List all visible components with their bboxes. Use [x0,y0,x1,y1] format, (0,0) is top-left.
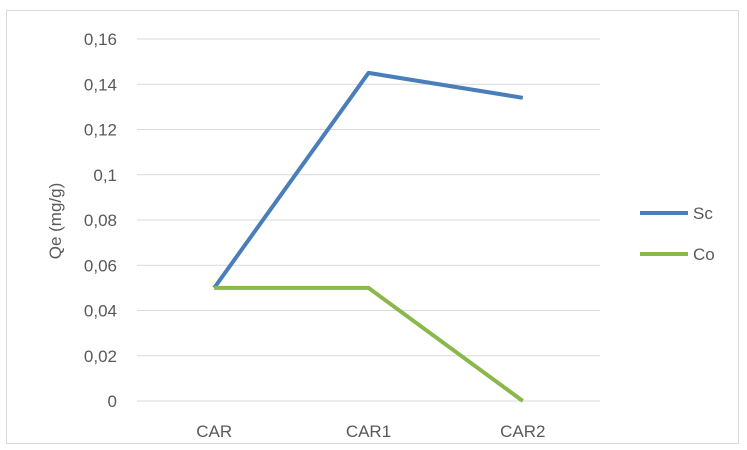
y-tick-label: 0,02 [84,347,117,366]
x-tick-label: CAR [196,422,232,441]
x-tick-label: CAR2 [500,422,545,441]
y-tick-label: 0,14 [84,75,117,94]
series-line-sc [212,70,524,290]
series-lines [212,70,524,403]
y-tick-label: 0,06 [84,256,117,275]
series-line-co [214,285,524,403]
y-tick-label: 0,08 [84,211,117,230]
y-tick-label: 0,12 [84,121,117,140]
y-tick-label: 0,04 [84,302,117,321]
x-axis-ticks: CAR CAR1 CAR2 [196,422,545,441]
x-tick-label: CAR1 [346,422,391,441]
chart-frame [6,10,739,444]
gridlines [137,38,600,402]
legend-label-sc: Sc [693,204,713,223]
y-tick-label: 0,16 [84,30,117,49]
y-axis-label: Qe (mg/g) [46,183,65,260]
y-axis-ticks: 0 0,02 0,04 0,06 0,08 0,1 0,12 0,14 0,16 [84,30,117,411]
y-tick-label: 0,1 [93,166,117,185]
legend: Sc Co [640,204,715,264]
legend-label-co: Co [693,245,715,264]
y-tick-label: 0 [108,392,117,411]
